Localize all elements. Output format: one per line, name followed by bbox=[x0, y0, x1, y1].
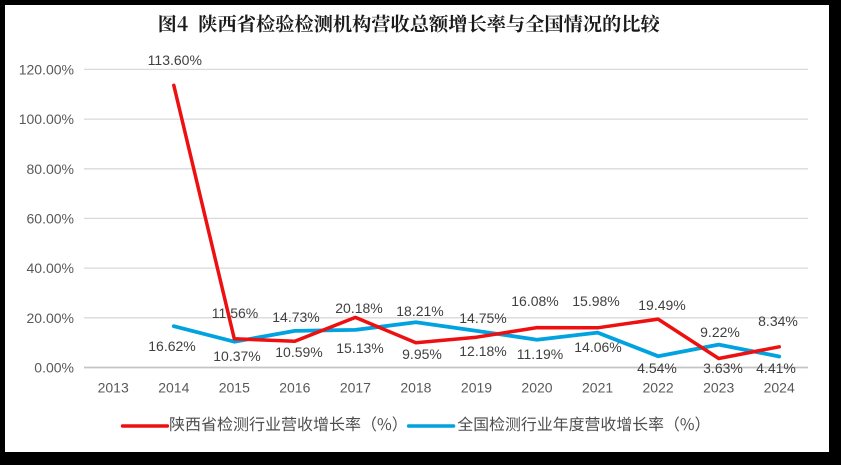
svg-text:2013: 2013 bbox=[98, 380, 129, 396]
svg-text:2019: 2019 bbox=[461, 380, 492, 396]
svg-text:16.62%: 16.62% bbox=[148, 338, 195, 354]
svg-text:2024: 2024 bbox=[764, 380, 795, 396]
svg-text:4.41%: 4.41% bbox=[756, 360, 796, 376]
svg-text:2015: 2015 bbox=[219, 380, 250, 396]
svg-text:12.18%: 12.18% bbox=[459, 343, 506, 359]
svg-text:8.34%: 8.34% bbox=[758, 313, 798, 329]
svg-text:120.00%: 120.00% bbox=[19, 61, 74, 77]
svg-text:14.06%: 14.06% bbox=[574, 339, 621, 355]
svg-text:2018: 2018 bbox=[400, 380, 431, 396]
svg-text:40.00%: 40.00% bbox=[27, 260, 74, 276]
svg-text:80.00%: 80.00% bbox=[27, 161, 74, 177]
svg-text:2020: 2020 bbox=[521, 380, 552, 396]
svg-text:4.54%: 4.54% bbox=[637, 360, 677, 376]
svg-text:19.49%: 19.49% bbox=[638, 297, 685, 313]
svg-text:11.19%: 11.19% bbox=[517, 346, 563, 362]
svg-text:10.37%: 10.37% bbox=[213, 348, 260, 364]
svg-text:15.98%: 15.98% bbox=[572, 293, 619, 309]
svg-text:60.00%: 60.00% bbox=[27, 210, 74, 226]
svg-text:2017: 2017 bbox=[340, 380, 371, 396]
svg-text:3.63%: 3.63% bbox=[703, 360, 743, 376]
svg-text:11.56%: 11.56% bbox=[212, 305, 258, 321]
svg-text:2023: 2023 bbox=[703, 380, 734, 396]
svg-text:2022: 2022 bbox=[643, 380, 674, 396]
svg-text:2016: 2016 bbox=[279, 380, 310, 396]
svg-text:14.73%: 14.73% bbox=[272, 309, 319, 325]
svg-text:0.00%: 0.00% bbox=[34, 360, 74, 376]
svg-text:2014: 2014 bbox=[158, 380, 189, 396]
svg-text:2021: 2021 bbox=[582, 380, 613, 396]
svg-text:14.75%: 14.75% bbox=[459, 310, 506, 326]
svg-text:15.13%: 15.13% bbox=[336, 340, 383, 356]
svg-text:10.59%: 10.59% bbox=[275, 344, 322, 360]
svg-text:16.08%: 16.08% bbox=[511, 293, 558, 309]
svg-text:113.60%: 113.60% bbox=[148, 52, 202, 68]
svg-text:18.21%: 18.21% bbox=[396, 303, 443, 319]
svg-text:9.22%: 9.22% bbox=[700, 324, 740, 340]
svg-text:20.00%: 20.00% bbox=[27, 310, 74, 326]
svg-text:9.95%: 9.95% bbox=[402, 346, 442, 362]
svg-text:100.00%: 100.00% bbox=[19, 111, 74, 127]
svg-text:20.18%: 20.18% bbox=[335, 300, 382, 316]
